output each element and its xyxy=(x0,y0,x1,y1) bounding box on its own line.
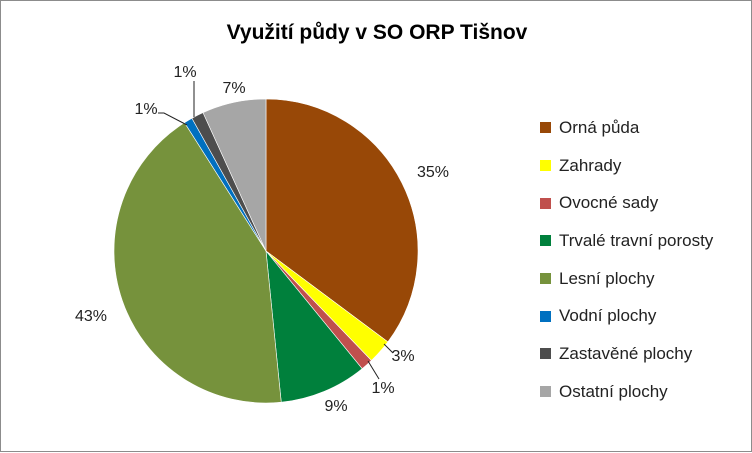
data-label-2: 3% xyxy=(391,348,414,365)
data-label-4: 9% xyxy=(324,398,347,415)
leader-line-6 xyxy=(158,112,188,126)
legend-swatch xyxy=(540,310,551,322)
legend-item-5: Lesní plochy xyxy=(540,260,713,298)
pie-slice-5 xyxy=(113,122,282,404)
pie-slice-1 xyxy=(265,98,419,343)
legend-label: Lesní plochy xyxy=(559,268,655,288)
pie-slice-4 xyxy=(265,250,363,403)
legend-label: Zastavěné plochy xyxy=(559,343,693,363)
data-label-1: 35% xyxy=(417,164,449,181)
legend-item-2: Zahrady xyxy=(540,147,713,185)
legend-swatch xyxy=(540,273,551,285)
legend-swatch xyxy=(540,348,551,360)
legend-label: Ostatní plochy xyxy=(559,381,668,401)
legend-item-3: Ovocné sady xyxy=(540,184,713,222)
leader-line-3 xyxy=(367,360,380,380)
data-label-7: 1% xyxy=(173,64,196,81)
data-label-3: 1% xyxy=(371,380,394,397)
chart-title: Využití půdy v SO ORP Tišnov xyxy=(226,21,528,44)
legend-label: Trvalé travní porosty xyxy=(559,230,714,250)
legend-swatch xyxy=(540,386,551,398)
pie-slice-8 xyxy=(202,98,267,252)
leader-line-2 xyxy=(383,343,394,354)
legend-swatch xyxy=(540,160,551,172)
data-label-6: 1% xyxy=(134,101,157,118)
data-label-8: 7% xyxy=(222,80,245,97)
data-label-5: 43% xyxy=(75,308,107,325)
legend-label: Zahrady xyxy=(559,155,622,175)
legend-swatch xyxy=(540,235,551,247)
legend-item-7: Zastavěné plochy xyxy=(540,335,713,373)
legend-swatch xyxy=(540,197,551,209)
legend-item-1: Orná půda xyxy=(540,109,713,147)
legend-label: Orná půda xyxy=(559,117,640,137)
legend: Orná půda Zahrady Ovocné sady Trvalé travní… xyxy=(540,109,713,411)
legend-item-6: Vodní plochy xyxy=(540,297,713,335)
legend-label: Ovocné sady xyxy=(559,193,659,213)
legend-label: Vodní plochy xyxy=(559,306,657,326)
legend-item-8: Ostatní plochy xyxy=(540,373,713,411)
legend-item-4: Trvalé travní porosty xyxy=(540,222,713,260)
legend-swatch xyxy=(540,122,551,134)
